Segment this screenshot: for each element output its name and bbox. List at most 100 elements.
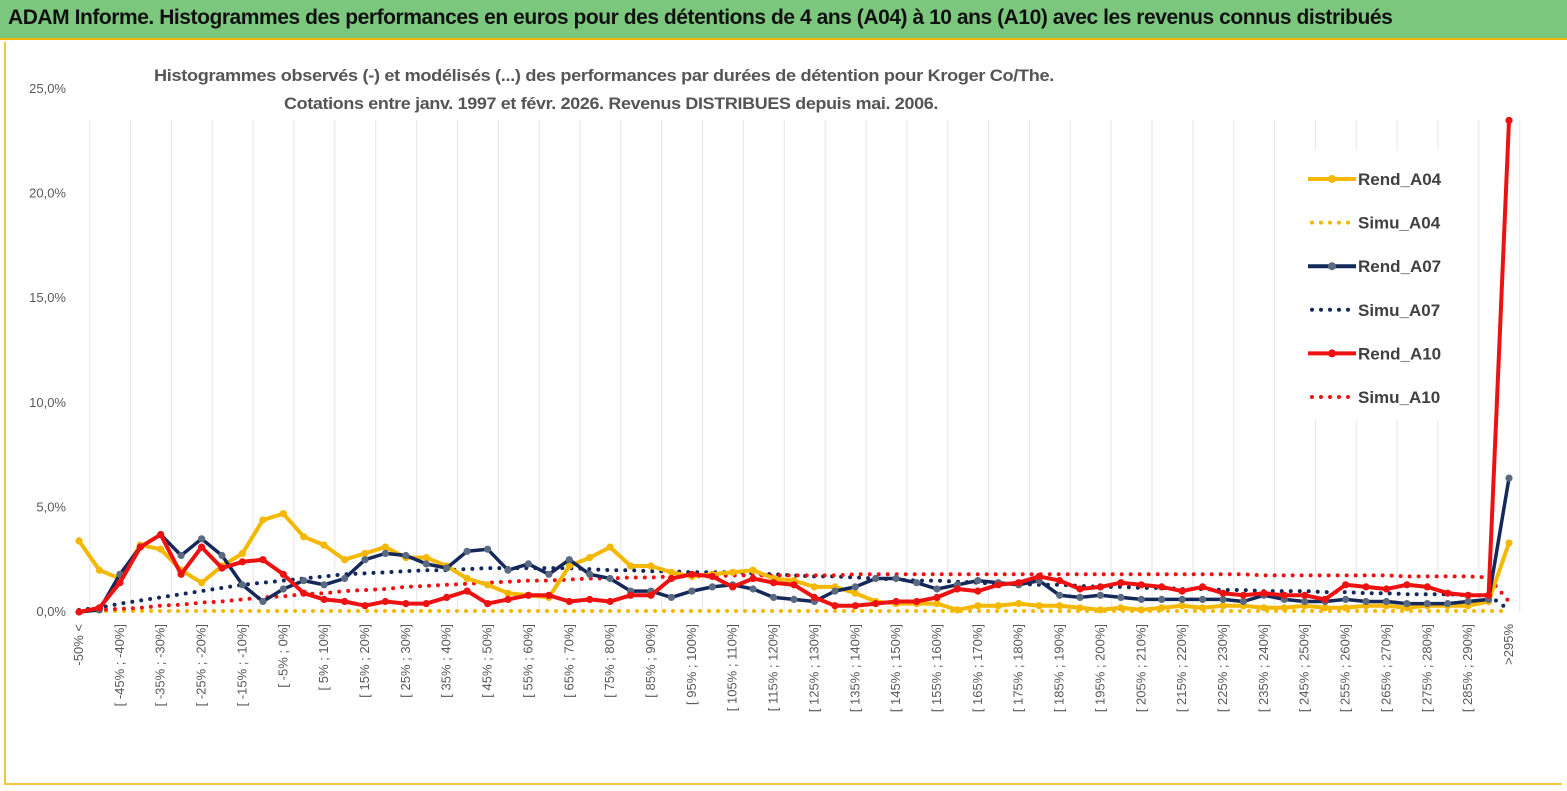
data-point-rend-a04 [1321,604,1329,612]
data-point-rend-a07 [300,577,308,585]
x-tick-label: [ 265% ; 270%] [1378,624,1393,712]
data-point-rend-a10 [443,593,451,602]
data-point-rend-a07 [320,581,328,589]
data-point-rend-a07 [933,585,941,593]
data-point-rend-a04 [851,589,859,597]
data-point-rend-a10 [1137,581,1145,589]
data-point-rend-a10 [524,591,533,599]
x-tick-label: [ 145% ; 150%] [888,624,903,712]
data-point-rend-a10 [545,591,553,599]
data-point-rend-a04 [1056,602,1064,610]
data-point-rend-a10 [1505,116,1513,124]
x-tick-label: [ 15% ; 20%] [357,624,372,698]
data-point-rend-a10 [218,564,226,572]
data-point-rend-a10 [320,595,328,604]
data-point-rend-a07 [892,574,900,583]
data-point-rend-a10 [1056,577,1064,585]
report-title: ADAM Informe. Histogrammes des performan… [8,6,1393,29]
data-point-rend-a07 [484,545,492,553]
x-tick-label: [ 275% ; 280%] [1419,624,1434,712]
data-point-rend-a04 [627,562,635,570]
data-point-rend-a10 [1362,583,1370,591]
data-point-rend-a04 [279,510,287,518]
data-point-rend-a04 [1280,604,1288,612]
data-point-rend-a07 [1178,595,1186,604]
data-point-rend-a10 [586,595,594,604]
data-point-rend-a07 [177,551,185,560]
data-point-rend-a07 [974,577,982,585]
data-point-rend-a10 [647,591,655,599]
data-point-rend-a04 [341,556,349,564]
data-point-rend-a07 [1423,600,1431,608]
data-point-rend-a10 [565,597,573,606]
legend-label-rend-a10: Rend_A10 [1358,344,1441,363]
data-point-rend-a10 [300,589,308,597]
data-point-rend-a10 [872,600,880,608]
data-point-rend-a04 [994,602,1002,610]
data-point-rend-a04 [1219,602,1227,610]
data-point-rend-a10 [729,583,737,591]
data-point-rend-a07 [341,574,349,583]
data-point-rend-a04 [667,568,676,576]
data-point-rend-a07 [279,585,287,593]
data-point-rend-a10 [1219,589,1227,597]
data-point-rend-a04 [1260,604,1268,612]
data-point-rend-a10 [1321,595,1329,604]
data-point-rend-a07 [198,535,206,543]
data-point-rend-a10 [341,597,349,606]
y-tick-label: 5,0% [36,499,66,514]
data-point-rend-a04 [729,568,737,576]
x-tick-label: [ 5% ; 10%] [316,624,331,690]
x-tick-label: [ -25% ; -20%] [194,624,209,706]
x-tick-label: [ 65% ; 70%] [561,624,576,698]
data-point-rend-a10 [1382,585,1390,593]
data-point-rend-a10 [1076,585,1084,593]
data-point-rend-a10 [1117,579,1125,587]
legend-label-simu-a07: Simu_A07 [1358,301,1440,320]
data-point-rend-a10 [484,600,492,608]
x-tick-label: [ -5% ; 0%] [275,624,290,688]
x-tick-label: [ 25% ; 30%] [398,624,413,698]
data-point-rend-a10 [1178,587,1186,595]
data-point-rend-a04 [565,562,573,570]
data-point-rend-a04 [810,583,819,591]
data-point-rend-a04 [1178,602,1186,610]
legend-label-rend-a04: Rend_A04 [1358,170,1442,189]
x-tick-label: [ 285% ; 290%] [1460,624,1475,712]
data-point-rend-a04 [381,543,389,551]
data-point-rend-a04 [586,554,594,562]
data-point-rend-a07 [1219,595,1227,604]
x-tick-label: [ 225% ; 230%] [1215,624,1230,712]
x-tick-label: >295% [1501,624,1516,665]
x-tick-label: [ 85% ; 90%] [643,624,658,698]
x-tick-label: [ 185% ; 190%] [1052,624,1067,712]
x-tick-label: [ 35% ; 40%] [439,624,454,698]
subtitle-backdrop [148,58,1060,120]
y-tick-label: 10,0% [29,395,66,410]
data-point-rend-a04 [259,516,267,524]
data-point-rend-a10 [913,597,921,606]
data-point-rend-a07 [770,593,778,602]
data-point-rend-a04 [953,606,962,614]
data-point-rend-a04 [75,537,83,545]
data-point-rend-a07 [1117,593,1125,602]
data-point-rend-a10 [198,543,206,551]
data-point-rend-a10 [402,600,410,608]
data-point-rend-a07 [402,551,410,560]
data-point-rend-a07 [667,593,676,602]
y-tick-label: 25,0% [29,81,66,96]
chart-subtitle: Cotations entre janv. 1997 et févr. 2026… [284,94,938,113]
data-point-rend-a10 [136,543,144,551]
data-point-rend-a07 [1056,591,1064,599]
x-tick-label: [ 155% ; 160%] [929,624,944,712]
x-axis-ticks: -50% < [ -45% ; -40%] [ -35% ; -30%] [ -25%… [71,624,1516,713]
data-point-rend-a07 [872,574,880,583]
data-point-rend-a10 [1444,589,1452,597]
data-point-rend-a10 [95,604,103,612]
x-tick-label: [ 205% ; 210%] [1133,624,1148,712]
data-point-rend-a10 [259,556,267,564]
data-point-rend-a04 [95,566,103,574]
data-point-rend-a07 [586,570,594,578]
data-point-rend-a07 [361,556,369,564]
